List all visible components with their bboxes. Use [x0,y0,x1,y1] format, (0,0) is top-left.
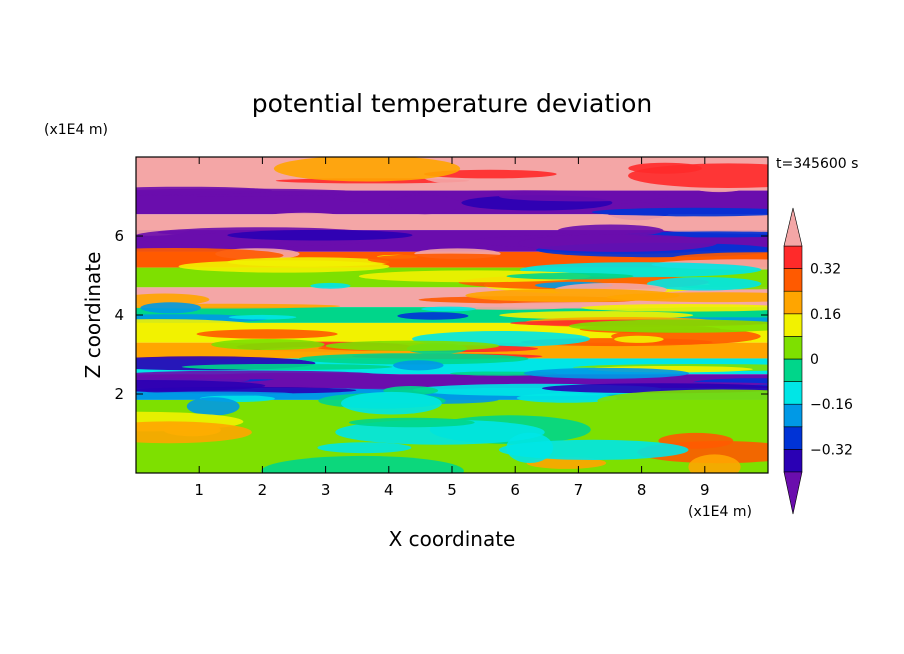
colorbar-segment [783,381,803,405]
contour-streak-34 [518,234,718,252]
contour-streak-69 [421,306,476,312]
contour-streak-32 [227,229,413,241]
y-tick-label: 2 [114,385,124,403]
contour-streak-118 [317,442,412,454]
contour-streak-31 [557,224,664,237]
contour-streak-21 [261,212,348,223]
contour-streak-15 [389,195,461,215]
contour-streak-26 [257,220,459,229]
contour-streak-71 [581,304,768,312]
contour-streaks [136,157,768,473]
colorbar-tick-label: −0.16 [810,397,853,413]
x-tick-label: 1 [194,481,204,499]
x-tick-label: 6 [510,481,520,499]
time-label: t=345600 s [776,156,858,172]
contour-streak-132 [348,417,475,428]
plot-area [136,157,768,473]
contour-streak-17 [136,186,272,195]
y-tick-label: 4 [114,306,124,324]
colorbar-extend-bottom [783,471,803,515]
contour-streak-88 [325,340,500,351]
contour-streak-134 [498,439,689,460]
colorbar-segment [783,268,803,292]
contour-streak-35 [157,230,216,235]
contour-streak-54 [157,287,336,292]
contour-streak-70 [228,314,297,320]
chart-title: potential temperature deviation [252,89,652,118]
x-tick-label: 9 [700,481,710,499]
colorbar-tick-label: −0.32 [810,442,853,458]
colorbar-tick-label: 0 [810,352,819,368]
contour-streak-44 [367,253,533,266]
contour-streak-106 [136,370,379,380]
contour-streak-113 [141,391,294,396]
contour-streak-62 [136,303,341,309]
x-tick-label: 5 [447,481,457,499]
contour-streak-49 [358,270,591,283]
contour-streak-84 [211,339,325,350]
colorbar-segment [783,358,803,382]
x-tick-label: 2 [258,481,268,499]
y-axis-label: Z coordinate [81,252,105,379]
colorbar-segment [783,449,803,473]
contour-streak-8 [273,157,461,182]
contour-streak-125 [597,389,768,413]
contour-streak-52 [310,282,351,289]
contour-streak-92 [181,363,393,370]
x-unit-label: (x1E4 m) [688,504,752,520]
contour-streak-12 [498,191,669,202]
contour-streak-131 [658,432,734,449]
x-tick-label: 7 [574,481,584,499]
contour-streak-119 [526,457,607,469]
contour-streak-64 [397,312,469,320]
contour-streak-80 [196,329,338,339]
x-tick-label: 4 [384,481,394,499]
contour-streak-77 [569,319,768,333]
contour-streak-51 [646,277,762,291]
y-tick-label: 6 [114,227,124,245]
colorbar-segment [783,290,803,315]
x-tick-label: 8 [637,481,647,499]
colorbar-tick-label: 0.16 [810,307,841,323]
contour-streak-16 [591,207,768,217]
colorbar-extend-top [783,207,803,247]
colorbar-segment [783,313,803,337]
contour-streak-50 [506,272,634,280]
contour-streak-6 [628,163,768,188]
colorbar-segment [783,245,803,269]
x-axis-label: X coordinate [389,527,516,551]
y-axis-ticks: 2 4 6 [114,227,768,403]
colorbar-segment [783,336,803,360]
contour-streak-78 [614,335,664,343]
y-unit-label: (x1E4 m) [44,122,108,138]
contour-streak-121 [261,455,464,473]
contour-streak-97 [523,367,690,379]
contour-streak-130 [341,391,442,415]
contour-streak-117 [186,397,240,416]
contour-streak-65 [140,302,201,314]
contour-streak-126 [688,454,741,473]
contour-streak-18 [453,214,688,222]
colorbar: 0.32 0.16 0 −0.16 −0.32 [783,207,853,515]
contour-streak-42 [178,260,390,273]
contour-streak-73 [136,319,261,334]
contour-streak-116 [516,393,618,403]
contour-streak-60 [606,292,768,303]
contour-streak-57 [136,293,210,306]
contour-streak-98 [393,360,444,371]
contour-streak-129 [136,421,252,444]
colorbar-tick-label: 0.32 [810,262,841,278]
contour-streak-7 [423,169,557,179]
x-axis-ticks: 1 2 3 4 5 6 7 8 9 [194,157,710,499]
x-tick-label: 3 [321,481,331,499]
contour-streak-96 [298,353,529,365]
contour-streak-25 [647,216,740,225]
colorbar-segment [783,426,803,450]
colorbar-segment [783,403,803,428]
